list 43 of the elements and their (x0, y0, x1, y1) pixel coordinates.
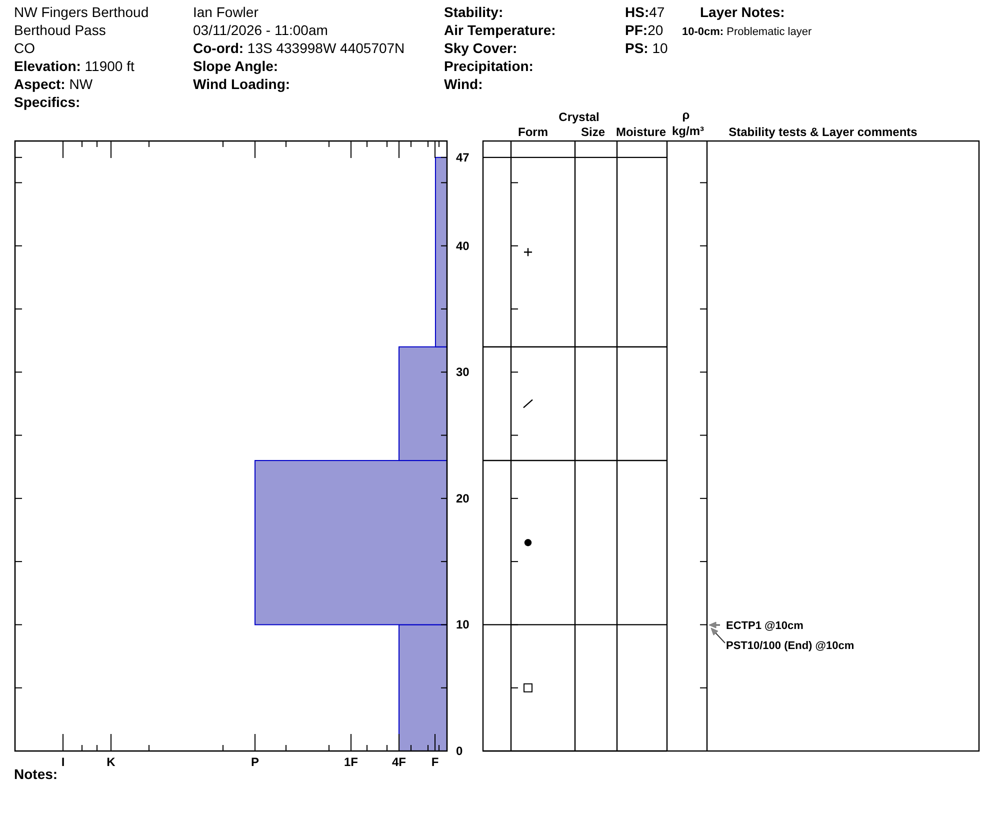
text: I (61, 755, 65, 769)
text: Specifics: (14, 94, 80, 110)
text: Size (580, 125, 606, 139)
text: Air Temperature: (444, 22, 556, 38)
text: Moisture (616, 125, 666, 139)
y-tick-label: 0 (456, 744, 463, 758)
text: Notes: (14, 766, 58, 782)
text: Form (518, 125, 548, 139)
text: Slope Angle: (193, 58, 278, 74)
text: Wind Loading: (193, 76, 290, 92)
text: Stability tests & Layer comments (728, 125, 918, 139)
text: Aspect: NW (14, 76, 94, 92)
y-tick-label: 47 (456, 150, 470, 164)
y-tick-label: 40 (456, 238, 470, 253)
text: Ian Fowler (193, 4, 259, 20)
text: 10-0cm: Problematic layer (682, 26, 812, 38)
text: Elevation: 11900 ft (14, 58, 134, 74)
text: PS: 10 (625, 40, 668, 56)
text: Sky Cover: (444, 40, 518, 56)
y-tick-label: 10 (456, 618, 470, 632)
text: Crystal (558, 110, 600, 124)
y-tick-label: 20 (456, 491, 470, 506)
y-tick-label: 30 (456, 365, 470, 380)
text: PF:20 (625, 22, 664, 38)
text: Berthoud Pass (14, 22, 106, 38)
text: NW Fingers Berthoud (14, 4, 149, 20)
text: 1F (344, 755, 358, 769)
text: F (431, 755, 439, 769)
text: P (250, 755, 260, 769)
text: kg/m³ (672, 124, 704, 138)
text: 03/11/2026 - 11:00am (193, 22, 328, 38)
text: Precipitation: (444, 58, 534, 74)
text: CO (14, 40, 36, 56)
text: Wind: (444, 76, 483, 92)
text: HS:47 (625, 4, 665, 20)
text: 4F (392, 755, 406, 769)
text: Stability: (444, 4, 504, 20)
text: Layer Notes: (700, 4, 785, 20)
text: Co-ord: 13S 433998W 4405707N (193, 40, 405, 56)
text: ECTP1 @10cm (726, 620, 804, 632)
text: ρ (682, 108, 690, 122)
text: PST10/100 (End) @10cm (726, 640, 854, 652)
text: K (106, 755, 116, 769)
